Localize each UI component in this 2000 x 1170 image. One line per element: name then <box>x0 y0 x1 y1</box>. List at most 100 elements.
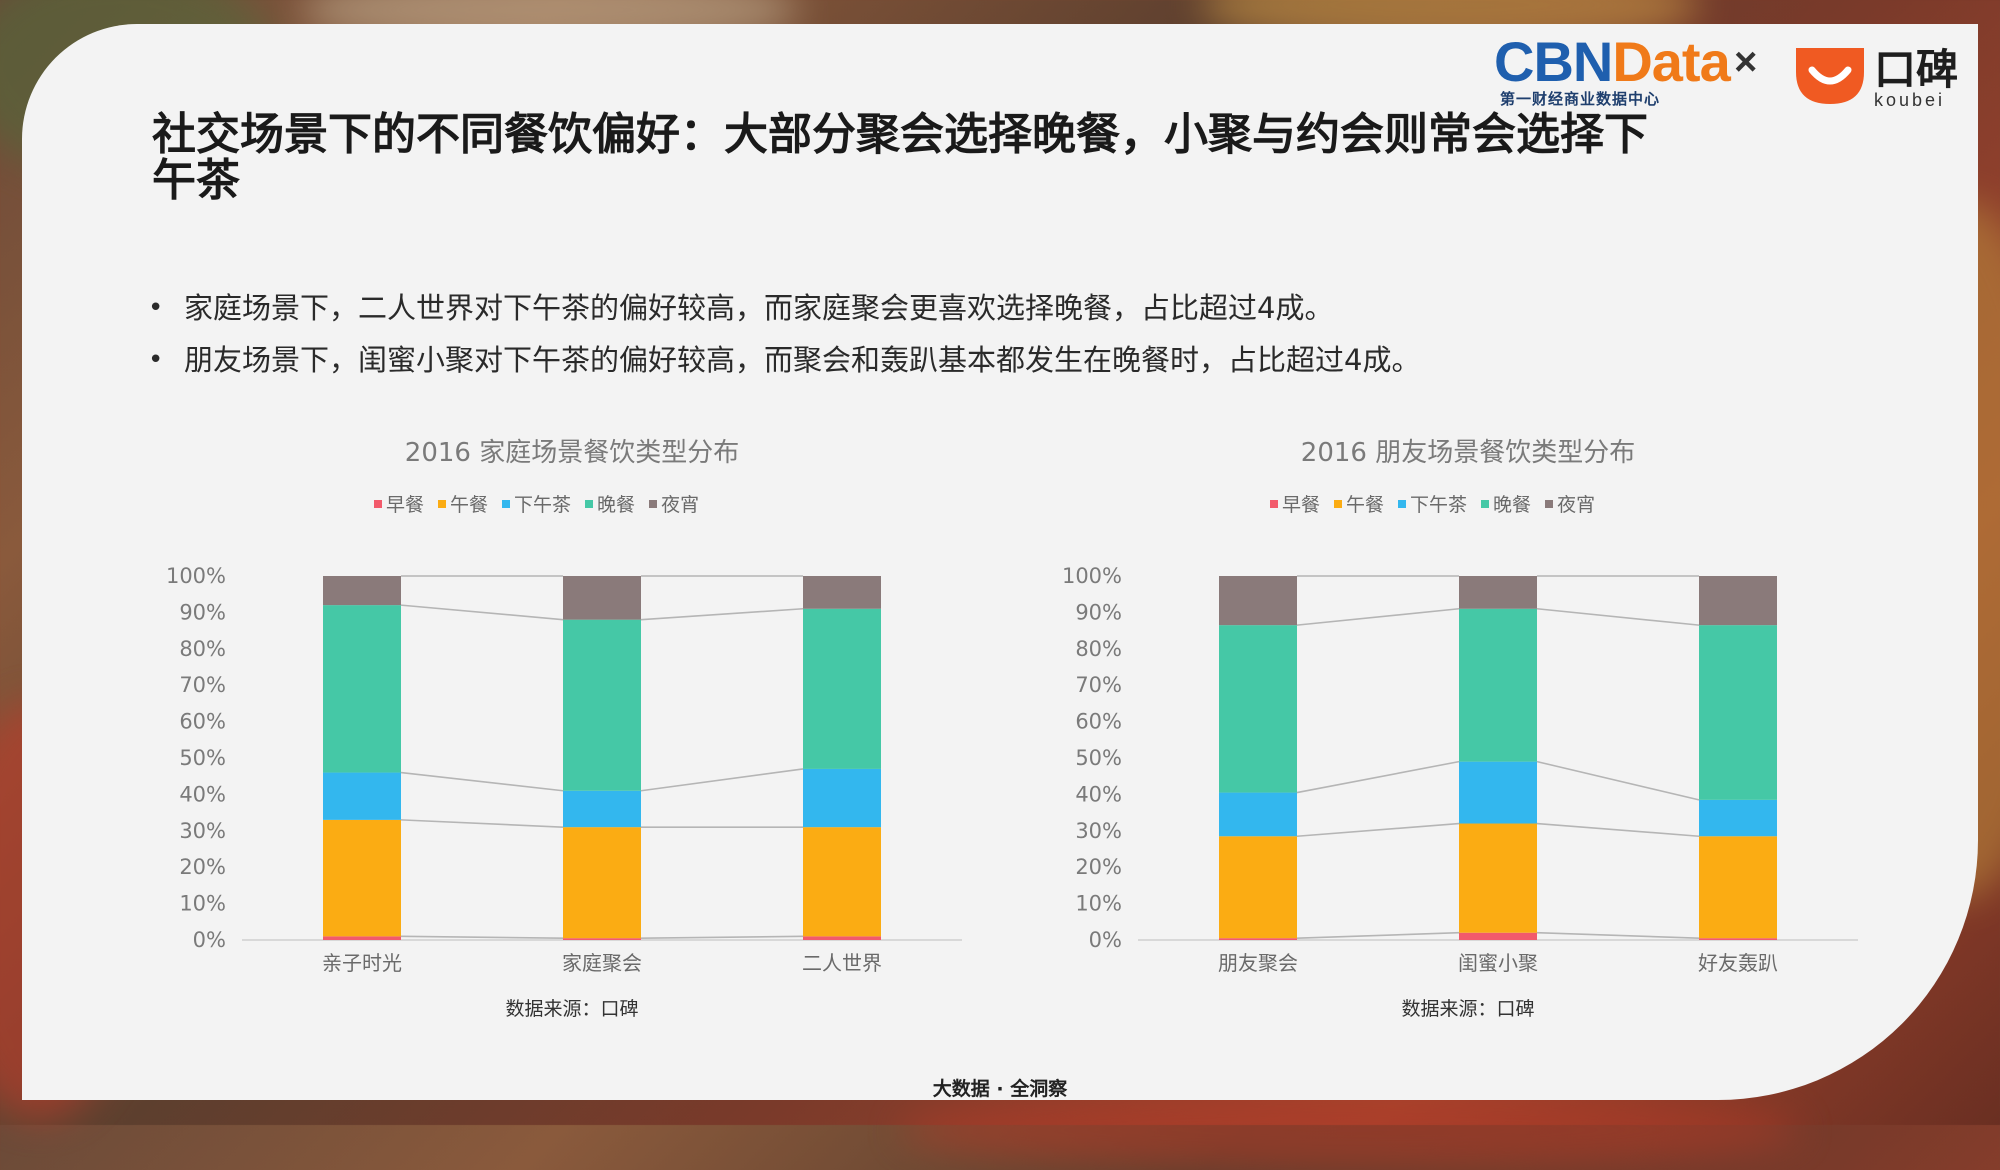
series-connector-line <box>640 768 804 792</box>
chart-legend: 早餐 午餐 下午茶 晚餐 夜宵 <box>374 490 699 517</box>
cbndata-subtitle: 第一财经商业数据中心 <box>1500 90 1661 108</box>
legend-item: 午餐 <box>438 490 488 517</box>
y-tick-label: 50% <box>1075 746 1122 770</box>
bar-segment <box>1459 932 1537 940</box>
bar-segment <box>1219 625 1297 793</box>
legend-label: 晚餐 <box>1493 494 1532 516</box>
series-connector-line <box>1296 822 1460 838</box>
chart-title: 2016 朋友场景餐饮类型分布 <box>1300 438 1636 468</box>
bullet-text: 朋友场景下，闺蜜小聚对下午茶的偏好较高，而聚会和轰趴基本都发生在晚餐时，占比超过… <box>184 343 1421 377</box>
bar-segment <box>803 608 881 769</box>
bullet-item: • 家庭场景下，二人世界对下午茶的偏好较高，而家庭聚会更喜欢选择晚餐，占比超过4成… <box>148 282 1420 334</box>
legend-item: 晚餐 <box>585 490 635 517</box>
x-category-label: 家庭聚会 <box>562 951 642 975</box>
legend-swatch <box>585 499 594 508</box>
legend-label: 午餐 <box>450 494 489 516</box>
bullet-dot: • <box>148 345 164 375</box>
legend-item: 午餐 <box>1334 490 1384 517</box>
legend-swatch <box>1481 499 1490 508</box>
series-connector-line <box>640 935 804 939</box>
legend-label: 早餐 <box>1282 494 1321 516</box>
bar-segment <box>1459 608 1537 762</box>
bar-segment <box>323 772 401 820</box>
y-tick-label: 20% <box>1075 855 1122 879</box>
bar-segment <box>563 938 641 940</box>
page-title: 社交场景下的不同餐饮偏好：大部分聚会选择晚餐，小聚与约会则常会选择下午茶 <box>152 109 1648 206</box>
bullet-item: • 朋友场景下，闺蜜小聚对下午茶的偏好较高，而聚会和轰趴基本都发生在晚餐时，占比超… <box>148 334 1420 386</box>
series-connector-line <box>400 604 564 621</box>
bar-segment <box>1699 836 1777 939</box>
bar-segment <box>803 936 881 940</box>
bar-segment <box>1219 836 1297 939</box>
y-tick-label: 30% <box>179 819 226 843</box>
x-category-label: 好友轰趴 <box>1698 951 1778 975</box>
legend-item: 夜宵 <box>649 490 699 517</box>
series-connector-line <box>640 607 804 621</box>
bar-segment <box>323 576 401 606</box>
legend-item: 晚餐 <box>1481 490 1531 517</box>
legend-item: 早餐 <box>1270 490 1320 517</box>
chart-legend: 早餐 午餐 下午茶 晚餐 夜宵 <box>1270 490 1595 517</box>
legend-label: 早餐 <box>386 494 425 516</box>
series-connector-line <box>400 819 564 828</box>
legend-label: 夜宵 <box>1557 494 1596 516</box>
data-source: 数据来源：口碑 <box>1401 998 1535 1020</box>
legend-swatch <box>374 499 382 508</box>
legend-item: 早餐 <box>374 490 424 517</box>
bullet-dot: • <box>148 293 164 323</box>
legend-swatch <box>1398 499 1407 508</box>
x-category-label: 二人世界 <box>802 951 882 975</box>
series-connector-line <box>1536 822 1700 838</box>
legend-label: 下午茶 <box>514 494 572 516</box>
bar-segment <box>563 790 641 828</box>
bar-segment <box>1219 792 1297 837</box>
chart-title: 2016 家庭场景餐饮类型分布 <box>404 438 740 468</box>
y-tick-label: 10% <box>179 892 226 916</box>
bar-segment <box>323 605 401 773</box>
bar-segment <box>1699 576 1777 626</box>
bar-segment <box>803 576 881 609</box>
y-tick-label: 0% <box>1089 928 1122 952</box>
legend-label: 夜宵 <box>661 494 700 516</box>
legend-swatch <box>1545 499 1554 508</box>
cbndata-logo: CBNData <box>1494 30 1731 93</box>
bar-segment <box>323 936 401 940</box>
series-connector-line <box>1536 607 1700 626</box>
y-tick-label: 70% <box>1075 673 1122 697</box>
y-tick-label: 90% <box>179 600 226 624</box>
series-connector-line <box>400 935 564 939</box>
series-connector-line <box>1296 760 1460 794</box>
x-category-label: 亲子时光 <box>322 951 402 975</box>
series-connector-line <box>1296 931 1460 939</box>
bar-segment <box>563 576 641 620</box>
koubei-logo-icon <box>1796 48 1864 104</box>
bar-segment <box>1699 799 1777 837</box>
friends-stacked-bar-chart: 0% 10% 20% 30% 40% 50% 60% 70% 80% 90% 100% 朋友聚会 闺蜜小… <box>1062 564 1858 975</box>
logo-cbn-text: CBN <box>1494 30 1613 93</box>
legend-swatch <box>438 499 447 508</box>
y-tick-label: 80% <box>1075 637 1122 661</box>
slide-card: CBNData 第一财经商业数据中心 × 口碑 koubei 社交场景下的不同餐… <box>22 24 1978 1100</box>
y-tick-label: 60% <box>179 710 226 734</box>
footer-tagline: 大数据 · 全洞察 <box>932 1078 1068 1100</box>
bar-segment <box>1219 938 1297 940</box>
x-category-label: 朋友聚会 <box>1218 951 1298 975</box>
legend-label: 下午茶 <box>1410 494 1468 516</box>
legend-item: 夜宵 <box>1545 490 1595 517</box>
bar-segment <box>563 619 641 791</box>
koubei-cn-text: 口碑 <box>1874 45 1959 94</box>
logo-data-text: Data <box>1612 30 1730 93</box>
x-category-label: 闺蜜小聚 <box>1458 951 1538 975</box>
y-tick-label: 60% <box>1075 710 1122 734</box>
bar-segment <box>1459 823 1537 933</box>
koubei-en-text: koubei <box>1874 90 1946 110</box>
legend-label: 晚餐 <box>597 494 636 516</box>
background-blob <box>900 1090 1800 1170</box>
data-source: 数据来源：口碑 <box>505 998 639 1020</box>
bullet-list: • 家庭场景下，二人世界对下午茶的偏好较高，而家庭聚会更喜欢选择晚餐，占比超过4成… <box>148 282 1420 386</box>
y-tick-label: 90% <box>1075 600 1122 624</box>
series-connector-line <box>1536 760 1700 801</box>
y-tick-label: 100% <box>1062 564 1122 588</box>
legend-item: 下午茶 <box>502 490 571 517</box>
legend-label: 午餐 <box>1346 494 1385 516</box>
